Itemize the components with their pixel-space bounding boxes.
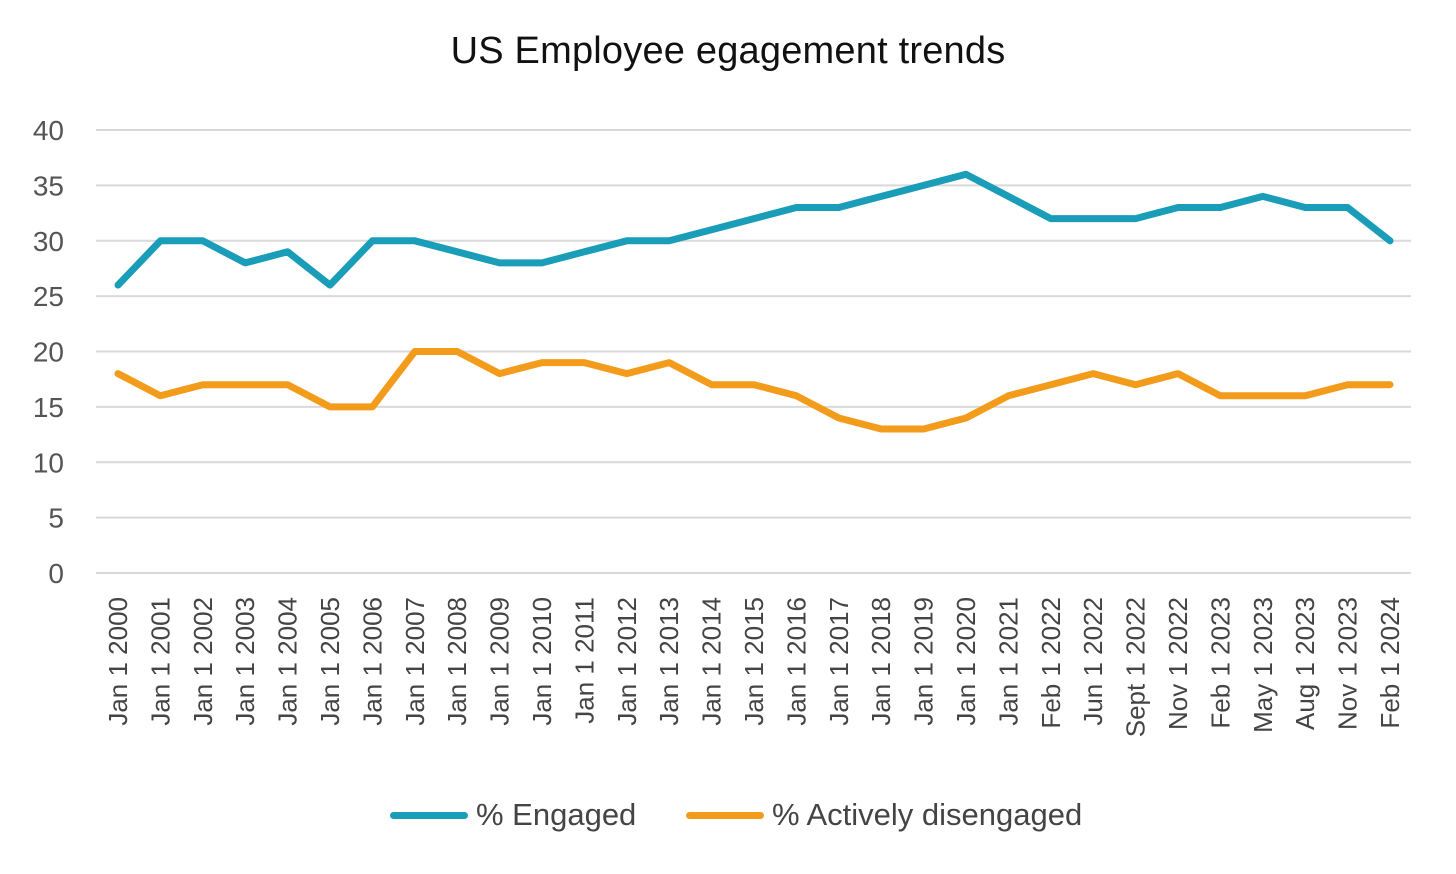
- x-tick-label: Jan 1 2003: [230, 597, 260, 726]
- x-axis-ticks: Jan 1 2000 Jan 1 2001 Jan 1 2002 Jan 1 2003…: [103, 597, 1405, 737]
- x-tick-label: Feb 1 2024: [1375, 597, 1405, 729]
- x-tick-label: Jan 1 2011: [569, 597, 599, 724]
- legend-label-engaged: % Engaged: [476, 797, 637, 832]
- x-tick-label: May 1 2023: [1248, 597, 1278, 733]
- x-tick-label: Nov 1 2023: [1333, 597, 1363, 730]
- x-tick-label: Aug 1 2023: [1290, 597, 1320, 730]
- x-tick-label: Jan 1 2006: [357, 597, 387, 726]
- y-tick-label: 20: [33, 337, 64, 368]
- x-tick-label: Jan 1 2000: [103, 597, 133, 726]
- y-tick-label: 5: [48, 503, 64, 534]
- legend-item-engaged: % Engaged: [390, 797, 636, 833]
- legend-label-actively-disengaged: % Actively disengaged: [772, 797, 1083, 832]
- gridlines: [96, 129, 1411, 574]
- y-tick-label: 40: [33, 115, 64, 146]
- x-tick-label: Jan 1 2019: [909, 597, 939, 726]
- series-lines: [114, 170, 1394, 433]
- series-line-engaged: [114, 170, 1394, 289]
- x-tick-label: Jan 1 2001: [145, 597, 175, 726]
- x-tick-label: Jun 1 2022: [1078, 597, 1108, 726]
- legend-swatch-engaged: [390, 811, 468, 819]
- y-tick-label: 10: [33, 447, 64, 478]
- x-tick-label: Jan 1 2014: [697, 597, 727, 726]
- legend-item-actively-disengaged: % Actively disengaged: [686, 797, 1082, 833]
- x-tick-label: Jan 1 2002: [188, 597, 218, 726]
- y-tick-label: 25: [33, 281, 64, 312]
- x-tick-label: Jan 1 2021: [993, 597, 1023, 726]
- x-tick-label: Jan 1 2007: [400, 597, 430, 726]
- x-tick-label: Sept 1 2022: [1121, 597, 1151, 737]
- x-tick-label: Jan 1 2009: [485, 597, 515, 726]
- y-axis-ticks: 0 5 10 15 20 25 30 35 40: [33, 115, 64, 589]
- series-line-actively-disengaged: [114, 348, 1394, 433]
- chart-title: US Employee egagement trends: [450, 30, 1006, 72]
- x-tick-label: Jan 1 2013: [654, 597, 684, 726]
- legend: % Engaged % Actively disengaged: [0, 797, 1456, 841]
- x-tick-label: Jan 1 2008: [442, 597, 472, 726]
- y-tick-label: 30: [33, 226, 64, 257]
- y-tick-label: 15: [33, 392, 64, 423]
- y-tick-label: 35: [33, 170, 64, 201]
- legend-swatch-actively-disengaged: [686, 811, 764, 819]
- x-tick-label: Feb 1 2023: [1205, 597, 1235, 729]
- x-tick-label: Jan 1 2017: [824, 597, 854, 726]
- x-tick-label: Jan 1 2005: [315, 597, 345, 726]
- x-tick-label: Jan 1 2012: [612, 597, 642, 726]
- x-tick-label: Jan 1 2018: [866, 597, 896, 726]
- x-tick-label: Jan 1 2016: [781, 597, 811, 726]
- x-tick-label: Jan 1 2020: [951, 597, 981, 726]
- x-tick-label: Jan 1 2004: [273, 597, 303, 726]
- x-tick-label: Jan 1 2010: [527, 597, 557, 726]
- x-tick-label: Jan 1 2015: [739, 597, 769, 726]
- y-tick-label: 0: [48, 558, 64, 589]
- x-tick-label: Nov 1 2022: [1163, 597, 1193, 730]
- x-tick-label: Feb 1 2022: [1036, 597, 1066, 729]
